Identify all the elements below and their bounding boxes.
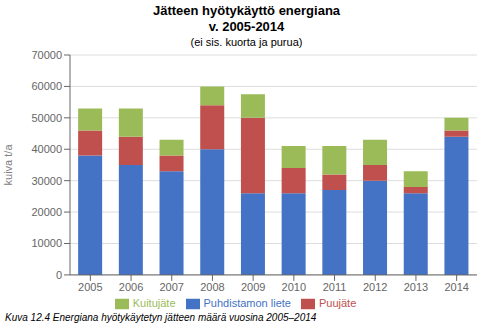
html-text:Puujäte: Puujäte <box>319 296 357 309</box>
svg-text:kuiva t/a: kuiva t/a <box>8 144 14 186</box>
svg-text:2008: 2008 <box>200 281 224 293</box>
svg-text:2011: 2011 <box>323 281 347 293</box>
svg-text:2007: 2007 <box>160 281 184 293</box>
svg-text:10000: 10000 <box>31 237 62 249</box>
html-text:Kuitujäte: Kuitujäte <box>132 296 176 309</box>
svg-text:30000: 30000 <box>31 175 62 187</box>
svg-text:2009: 2009 <box>241 281 265 293</box>
svg-text:0: 0 <box>56 269 62 281</box>
svg-text:2012: 2012 <box>363 281 387 293</box>
svg-text:2013: 2013 <box>404 281 428 293</box>
html-text:Jätteen hyötykäyttö energiana: Jätteen hyötykäyttö energiana <box>152 3 341 18</box>
svg-text:2006: 2006 <box>119 281 143 293</box>
svg-text:40000: 40000 <box>31 143 62 155</box>
html-text:Kuva 12.4 Energiana hyötykäyte: Kuva 12.4 Energiana hyötykäytetyn jättee… <box>5 312 317 323</box>
svg-text:2005: 2005 <box>78 281 102 293</box>
svg-text:2014: 2014 <box>444 281 468 293</box>
html-text:Puhdistamon liete: Puhdistamon liete <box>203 296 291 309</box>
svg-text:20000: 20000 <box>31 206 62 218</box>
svg-text:60000: 60000 <box>31 80 62 92</box>
html-text:v. 2005-2014: v. 2005-2014 <box>208 19 285 34</box>
svg-text:2010: 2010 <box>282 281 306 293</box>
svg-text:50000: 50000 <box>31 112 62 124</box>
svg-text:70000: 70000 <box>31 49 62 61</box>
html-text:(ei sis. kuorta ja purua): (ei sis. kuorta ja purua) <box>190 36 303 48</box>
